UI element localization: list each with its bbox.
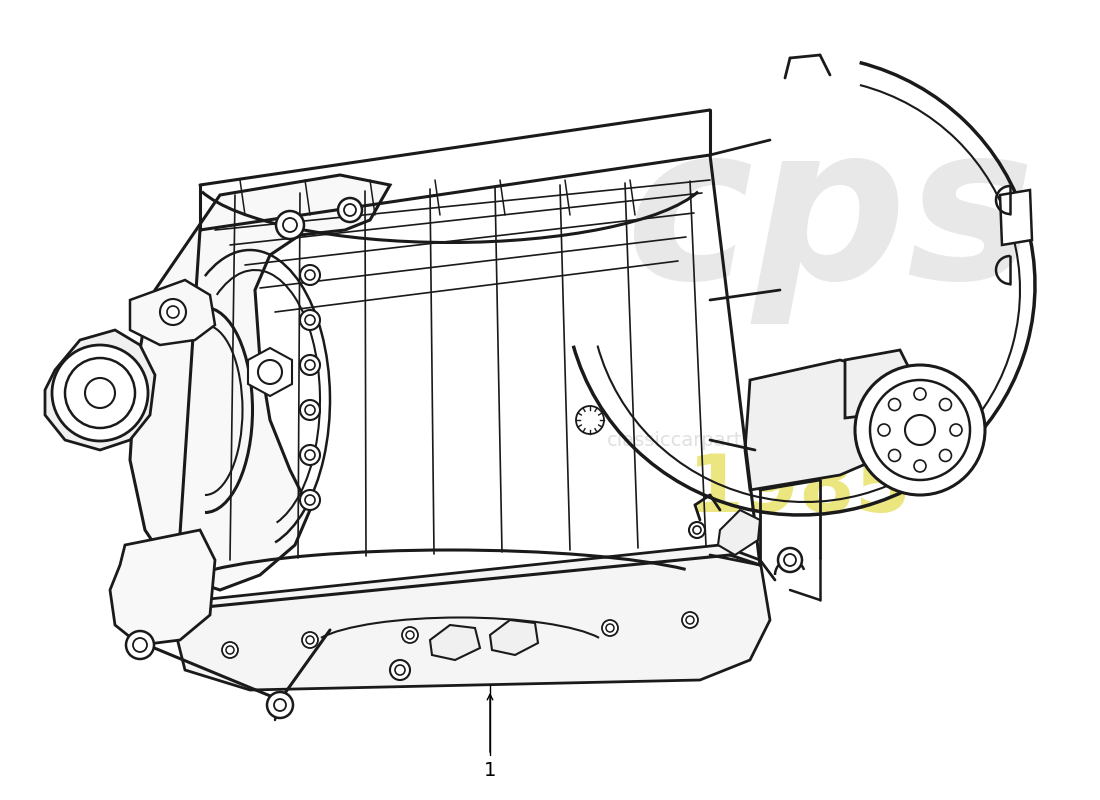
Circle shape: [305, 405, 315, 415]
Circle shape: [305, 450, 315, 460]
Circle shape: [300, 400, 320, 420]
Circle shape: [222, 642, 238, 658]
Circle shape: [306, 636, 313, 644]
Circle shape: [160, 299, 186, 325]
Circle shape: [276, 211, 304, 239]
Circle shape: [300, 445, 320, 465]
Circle shape: [167, 306, 179, 318]
Polygon shape: [430, 625, 480, 660]
Circle shape: [606, 624, 614, 632]
Polygon shape: [130, 280, 214, 345]
Circle shape: [338, 198, 362, 222]
Circle shape: [939, 398, 952, 410]
Circle shape: [305, 495, 315, 505]
Polygon shape: [845, 350, 910, 418]
Polygon shape: [1000, 190, 1032, 245]
Circle shape: [283, 218, 297, 232]
Circle shape: [52, 345, 148, 441]
Circle shape: [889, 450, 901, 462]
Polygon shape: [130, 175, 390, 590]
Text: 1: 1: [484, 761, 496, 779]
Circle shape: [126, 631, 154, 659]
Circle shape: [939, 450, 952, 462]
Circle shape: [406, 631, 414, 639]
Circle shape: [402, 627, 418, 643]
Circle shape: [855, 365, 984, 495]
Circle shape: [65, 358, 135, 428]
Circle shape: [914, 388, 926, 400]
Polygon shape: [745, 360, 886, 490]
Circle shape: [226, 646, 234, 654]
Polygon shape: [175, 545, 770, 690]
Text: cps: cps: [625, 115, 1035, 325]
Polygon shape: [110, 530, 214, 645]
Circle shape: [950, 424, 962, 436]
Circle shape: [686, 616, 694, 624]
Polygon shape: [45, 330, 155, 450]
Text: classiccarparts: classiccarparts: [607, 430, 752, 450]
Circle shape: [305, 360, 315, 370]
Circle shape: [300, 490, 320, 510]
Circle shape: [905, 415, 935, 445]
Text: 1985: 1985: [689, 451, 912, 529]
Circle shape: [502, 622, 518, 638]
Circle shape: [267, 692, 293, 718]
Circle shape: [878, 424, 890, 436]
Circle shape: [305, 270, 315, 280]
Circle shape: [689, 522, 705, 538]
Circle shape: [300, 355, 320, 375]
Circle shape: [693, 526, 701, 534]
Circle shape: [390, 660, 410, 680]
Polygon shape: [248, 348, 292, 396]
Circle shape: [344, 204, 356, 216]
Circle shape: [914, 460, 926, 472]
Circle shape: [85, 378, 116, 408]
Circle shape: [302, 632, 318, 648]
Circle shape: [300, 310, 320, 330]
Polygon shape: [490, 620, 538, 655]
Circle shape: [682, 612, 698, 628]
Polygon shape: [718, 510, 760, 555]
Circle shape: [602, 620, 618, 636]
Circle shape: [778, 548, 802, 572]
Circle shape: [133, 638, 147, 652]
Circle shape: [889, 398, 901, 410]
Circle shape: [305, 315, 315, 325]
Circle shape: [395, 665, 405, 675]
Circle shape: [274, 699, 286, 711]
Circle shape: [258, 360, 282, 384]
Circle shape: [784, 554, 796, 566]
Circle shape: [870, 380, 970, 480]
Circle shape: [300, 265, 320, 285]
Circle shape: [506, 626, 514, 634]
